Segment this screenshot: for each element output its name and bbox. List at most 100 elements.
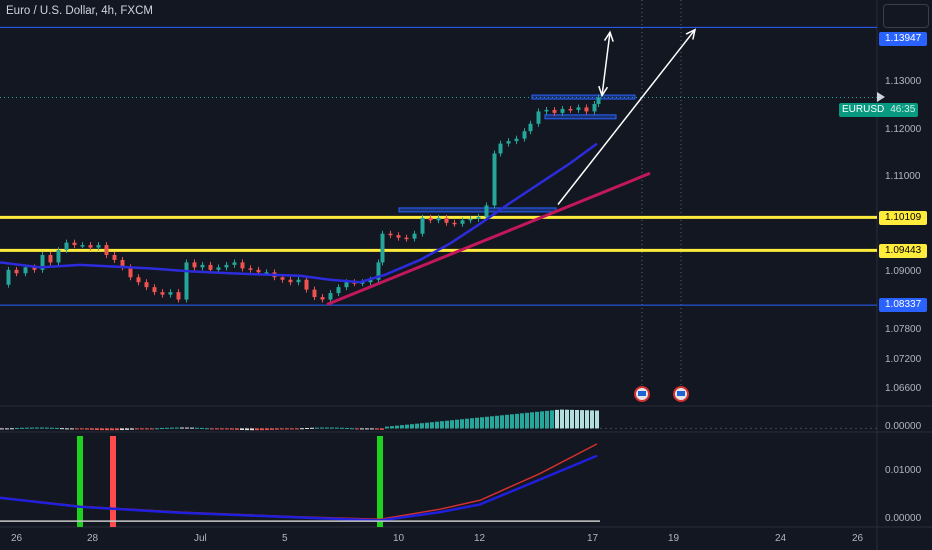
price-tag-3: 1.09443 [879,244,928,258]
candle [14,269,19,274]
histogram-bar [365,428,369,430]
candle [380,233,385,263]
time-tick: 24 [775,533,787,544]
candle [112,254,117,260]
price-tick: 1.06600 [885,383,922,394]
chart-title: Euro / U.S. Dollar, 4h, FXCM [6,5,153,17]
histogram-bar [380,428,384,430]
price-tick: 1.13000 [885,76,922,87]
arrow-line [601,32,611,96]
histogram-bar [415,423,419,429]
histogram-bar [265,428,269,431]
histogram-bar [160,428,164,430]
histogram-bar [45,427,49,429]
candle [328,293,333,300]
candle [468,218,473,221]
histogram-bar [475,417,479,429]
histogram-bar [65,428,69,430]
candle [160,292,165,295]
candle [368,279,373,283]
candle [576,107,581,110]
histogram-bar [215,428,219,430]
indicator-toggle-button[interactable] [883,4,929,28]
candle [88,245,93,248]
candle [56,250,61,263]
histogram-bar [5,428,9,430]
price-tag-1: 1.13947 [879,32,928,46]
time-tick: 28 [87,533,99,544]
histogram-bar [535,411,539,429]
candle [96,245,101,248]
candle [232,262,237,265]
candle [506,141,511,144]
histogram-bar [545,410,549,429]
histogram-bar [330,427,334,429]
oscillator-tick: 0.01000 [885,465,922,476]
price-tick: 1.11000 [885,171,921,182]
histogram-bar [260,428,264,431]
histogram-bar [235,428,239,430]
drawn-box [544,114,617,120]
candle [256,269,261,273]
candle [296,279,301,283]
histogram-bar [15,428,19,430]
candle [428,217,433,221]
candle [32,267,37,270]
histogram-bar [270,428,274,430]
signal-bar [377,436,383,527]
histogram-bar [440,421,444,429]
histogram-bar [410,424,414,429]
candle [23,267,28,274]
histogram-bar [180,427,184,429]
histogram-bar [500,415,504,429]
histogram-bar [130,428,134,430]
price-tick: 1.07800 [885,324,922,335]
histogram-bar [170,427,174,429]
histogram-bar [230,428,234,430]
histogram-bar [525,412,529,429]
histogram-bar [315,427,319,429]
candle [436,217,441,221]
histogram-bar [155,428,159,430]
price-tag-4: 1.08337 [879,298,928,312]
time-tick: 26 [11,533,23,544]
histogram-bar [240,428,244,431]
price-tick: 1.07200 [885,354,922,365]
histogram-bar [50,427,54,429]
histogram-bar [395,425,399,429]
histogram-bar [305,428,309,430]
histogram-bar [575,409,579,429]
histogram-bar [370,428,374,430]
histogram-bar [85,428,89,430]
histogram-bar [150,428,154,430]
histogram-bar [335,427,339,429]
histogram-bar [10,428,14,430]
histogram-bar [295,428,299,430]
histogram-bar [520,413,524,429]
histogram-bar [505,414,509,429]
candle [184,262,189,300]
histogram-bar [30,427,34,429]
histogram-bar [40,427,44,429]
histogram-bar [225,428,229,430]
time-tick: 17 [587,533,599,544]
drawn-box [398,207,557,213]
candle [484,205,489,217]
histogram-tick: 0.00000 [885,421,922,432]
histogram-bar [465,418,469,429]
histogram-bar [175,427,179,429]
histogram-bar [245,428,249,431]
trend-line [326,171,651,306]
histogram-bar [80,428,84,430]
candle [128,267,133,278]
histogram-bar [420,423,424,429]
candle [514,138,519,142]
candle [48,254,53,263]
candle [248,268,253,270]
histogram-bar [450,420,454,429]
time-tick: 26 [852,533,864,544]
moving-average-line [0,142,598,284]
symbol-price-tag: EURUSD 46:35 [839,103,919,117]
arrow-line [557,29,696,205]
